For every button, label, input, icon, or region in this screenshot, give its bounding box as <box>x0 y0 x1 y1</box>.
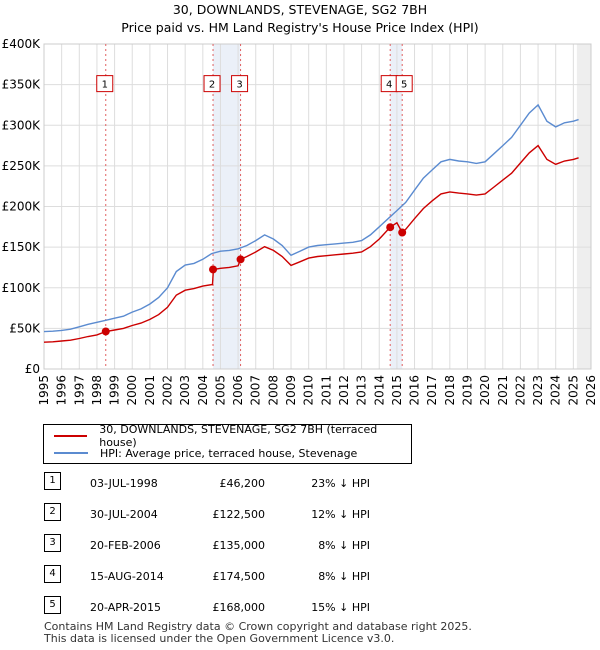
x-tick-label: 1997 <box>72 375 86 406</box>
x-tick-label: 2018 <box>443 375 457 406</box>
price-chart: £0 £50K £100K £150K £200K £250K £300K £350K £400… <box>2 37 598 406</box>
transaction-hpi: 8% ↓ HPI <box>318 570 370 583</box>
x-tick-label: 2006 <box>231 375 245 406</box>
transaction-number: 1 <box>44 472 61 490</box>
sale-point <box>101 327 110 336</box>
y-tick-label: £100K <box>2 281 42 295</box>
y-tick-label: £350K <box>2 78 42 92</box>
x-tick-label: 2015 <box>390 375 404 406</box>
table-row: 4 15-AUG-2014 £174,500 8% ↓ HPI <box>0 565 600 589</box>
sale-marker-label: 3 <box>236 80 242 91</box>
footer-licence: This data is licensed under the Open Gov… <box>44 632 395 645</box>
x-tick-label: 2024 <box>549 375 563 406</box>
x-tick-label: 2007 <box>249 375 263 406</box>
sale-marker-label: 5 <box>401 80 407 91</box>
x-tick-label: 2026 <box>584 375 598 406</box>
x-tick-label: 2012 <box>337 375 351 406</box>
transaction-date: 20-APR-2015 <box>90 601 162 614</box>
table-row: 2 30-JUL-2004 £122,500 12% ↓ HPI <box>0 503 600 527</box>
x-tick-label: 1995 <box>37 375 51 406</box>
transaction-price: £168,000 <box>212 601 266 614</box>
sale-marker-label: 4 <box>386 80 392 91</box>
x-tick-label: 2020 <box>478 375 492 406</box>
transaction-hpi: 12% ↓ HPI <box>311 508 370 521</box>
plot-frame <box>43 43 592 370</box>
footer-copyright: Contains HM Land Registry data © Crown c… <box>44 620 472 633</box>
transaction-number: 5 <box>44 596 61 614</box>
x-tick-label: 2023 <box>531 375 545 406</box>
sale-marker-label: 2 <box>209 80 215 91</box>
sale-marker-box <box>231 75 249 93</box>
y-tick-label: £0 <box>25 362 40 376</box>
y-tick-label: £200K <box>2 200 42 214</box>
x-tick-label: 2021 <box>496 375 510 406</box>
transaction-date: 30-JUL-2004 <box>90 508 158 521</box>
x-tick-label: 2003 <box>178 375 192 406</box>
sale-point <box>209 265 218 274</box>
transaction-price: £122,500 <box>212 508 266 521</box>
transaction-date: 03-JUL-1998 <box>90 477 158 490</box>
table-row: 3 20-FEB-2006 £135,000 8% ↓ HPI <box>0 534 600 558</box>
y-tick-label: £250K <box>2 159 42 173</box>
x-tick-label: 2004 <box>196 375 210 406</box>
x-tick-label: 1999 <box>108 375 122 406</box>
x-tick-label: 2016 <box>408 375 422 406</box>
y-tick-label: £150K <box>2 240 42 254</box>
legend-hpi-entry: HPI: Average price, terraced house, Stev… <box>54 445 357 461</box>
transaction-hpi: 8% ↓ HPI <box>318 539 370 552</box>
sale-marker-box <box>395 75 413 93</box>
transaction-number: 3 <box>44 534 61 552</box>
x-tick-label: 2014 <box>372 375 386 406</box>
x-tick-label: 2001 <box>143 375 157 406</box>
sale-point <box>398 228 407 237</box>
legend-property-entry: 30, DOWNLANDS, STEVENAGE, SG2 7BH (terra… <box>54 423 411 449</box>
legend-property-swatch <box>54 435 88 437</box>
transaction-number: 4 <box>44 565 61 583</box>
transaction-date: 20-FEB-2006 <box>90 539 161 552</box>
hpi-line <box>43 103 579 333</box>
table-row: 5 20-APR-2015 £168,000 15% ↓ HPI <box>0 596 600 620</box>
y-tick-label: £300K <box>2 118 42 132</box>
x-tick-label: 2000 <box>125 375 139 406</box>
table-row: 1 03-JUL-1998 £46,200 23% ↓ HPI <box>0 472 600 496</box>
x-tick-label: 2009 <box>284 375 298 406</box>
x-tick-label: 1998 <box>90 375 104 406</box>
x-tick-label: 2017 <box>425 375 439 406</box>
sale-marker-box <box>96 75 114 93</box>
chart-legend: 30, DOWNLANDS, STEVENAGE, SG2 7BH (terra… <box>43 423 412 464</box>
x-tick-label: 2010 <box>302 375 316 406</box>
transaction-hpi: 23% ↓ HPI <box>311 477 370 490</box>
legend-hpi-swatch <box>54 452 88 454</box>
chart-subtitle: Price paid vs. HM Land Registry's House … <box>121 20 479 35</box>
transaction-hpi: 15% ↓ HPI <box>311 601 370 614</box>
transaction-date: 15-AUG-2014 <box>90 570 164 583</box>
x-tick-label: 2019 <box>460 375 474 406</box>
x-tick-label: 2002 <box>161 375 175 406</box>
transaction-number: 2 <box>44 503 61 521</box>
x-tick-label: 2013 <box>355 375 369 406</box>
x-tick-label: 2008 <box>266 375 280 406</box>
y-tick-label: £50K <box>9 321 41 335</box>
property-price-line <box>43 144 579 343</box>
sale-marker-box <box>203 75 221 93</box>
legend-hpi-label: HPI: Average price, terraced house, Stev… <box>100 446 358 460</box>
x-tick-label: 2025 <box>566 375 580 406</box>
transaction-price: £46,200 <box>219 477 266 490</box>
y-tick-label: £400K <box>2 37 42 51</box>
sale-marker-label: 1 <box>102 80 108 91</box>
x-tick-label: 2005 <box>213 375 227 406</box>
x-tick-label: 2022 <box>513 375 527 406</box>
transaction-price: £174,500 <box>212 570 266 583</box>
x-tick-label: 2011 <box>319 375 333 406</box>
x-tick-label: 1996 <box>55 375 69 406</box>
legend-property-label: 30, DOWNLANDS, STEVENAGE, SG2 7BH (terra… <box>99 423 378 449</box>
transaction-price: £135,000 <box>212 539 266 552</box>
sale-point <box>236 255 245 264</box>
chart-title: 30, DOWNLANDS, STEVENAGE, SG2 7BH <box>172 2 428 17</box>
sale-point <box>386 223 395 232</box>
